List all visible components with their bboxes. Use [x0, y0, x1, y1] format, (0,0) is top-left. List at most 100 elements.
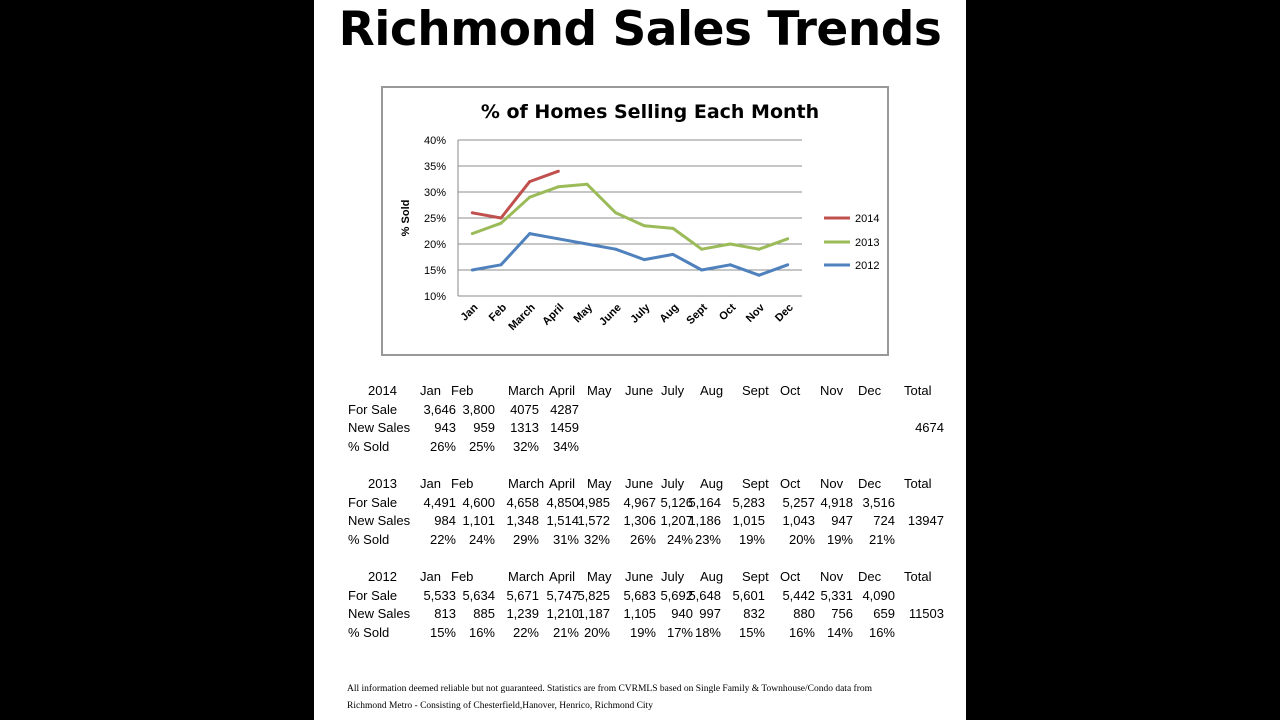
table-cell: 1,207: [660, 513, 693, 529]
footnote-line-1: All information deemed reliable but not …: [347, 684, 872, 694]
table-cell: 885: [473, 606, 495, 622]
table-header-cell: Dec: [858, 569, 882, 584]
table-cell: 19%: [826, 531, 853, 547]
footnote: All information deemed reliable but not …: [347, 681, 947, 715]
table-header-cell: Sept: [742, 569, 769, 584]
y-tick-label: 10%: [424, 291, 446, 303]
data-point-2013: [499, 221, 503, 225]
legend-label-2012: 2012: [855, 260, 879, 272]
data-point-2012: [786, 263, 790, 267]
table-cell: 5,533: [423, 587, 456, 603]
table-cell: 4,850: [546, 494, 579, 510]
table-header-cell: Total: [904, 476, 932, 491]
table-header-cell: Dec: [858, 383, 882, 398]
table-header-cell: Oct: [780, 476, 801, 491]
table-header-cell: June: [625, 476, 654, 491]
y-tick-label: 40%: [424, 135, 446, 147]
table-cell: 1,572: [577, 513, 610, 529]
table-cell: 16%: [868, 624, 895, 640]
table-cell: 19%: [738, 531, 765, 547]
series-line-2012: [472, 232, 789, 277]
table-header-cell: May: [587, 569, 612, 584]
table-cell: 997: [699, 606, 721, 622]
table-row-label: For Sale: [348, 401, 398, 417]
table-cell: 4,918: [820, 494, 853, 510]
table-cell: 1,348: [506, 513, 539, 529]
x-tick-label: May: [571, 301, 595, 325]
data-point-2013: [528, 195, 532, 199]
table-row-label: % Sold: [348, 531, 390, 547]
table-cell: 3,516: [862, 494, 895, 510]
x-tick-label: July: [628, 301, 653, 326]
x-tick-label: Feb: [487, 301, 510, 324]
table-cell: 17%: [666, 624, 693, 640]
series-line-2014: [472, 169, 559, 220]
table-cell: 1313: [510, 420, 539, 436]
table-cell: 23%: [694, 531, 721, 547]
table-cell: 3,646: [423, 401, 456, 417]
table-cell: 756: [831, 606, 853, 622]
table-cell: 1,186: [688, 513, 721, 529]
table-cell: 1,015: [732, 513, 765, 529]
table-header-cell: Aug: [700, 476, 724, 491]
table-header-cell: July: [661, 476, 685, 491]
table-cell: 5,331: [820, 587, 853, 603]
table-cell: 14%: [826, 624, 853, 640]
table-header-cell: Aug: [700, 569, 724, 584]
table-cell: 5,747: [546, 587, 579, 603]
table-cell: 1459: [550, 420, 579, 436]
chart-title: % of Homes Selling Each Month: [481, 101, 819, 123]
table-cell: 1,239: [506, 606, 539, 622]
table-cell: 24%: [468, 531, 495, 547]
table-header-cell: Total: [904, 383, 932, 398]
table-cell: 5,634: [462, 587, 495, 603]
table-header-cell: Sept: [742, 383, 769, 398]
table-cell: 5,601: [732, 587, 765, 603]
table-cell: 4,967: [623, 494, 656, 510]
y-tick-label: 15%: [424, 265, 446, 277]
table-header-cell: April: [549, 569, 576, 584]
table-cell: 4674: [915, 420, 944, 436]
table-cell: 5,257: [782, 494, 815, 510]
table-cell: 1,101: [462, 513, 495, 529]
data-point-2012: [528, 232, 532, 236]
table-cell: 832: [743, 606, 765, 622]
table-header-cell: Feb: [451, 476, 474, 491]
data-point-2012: [728, 263, 732, 267]
table-header-cell: Feb: [451, 569, 474, 584]
table-cell: 18%: [694, 624, 721, 640]
x-tick-label: Dec: [773, 302, 796, 325]
table-header-cell: Total: [904, 569, 932, 584]
data-point-2014: [556, 169, 560, 173]
table-cell: 16%: [468, 624, 495, 640]
table-cell: 984: [434, 513, 456, 529]
table-cell: 1,187: [577, 606, 610, 622]
table-cell: 5,164: [688, 494, 721, 510]
table-header-cell: Jan: [420, 476, 441, 491]
table-year: 2014: [368, 383, 397, 398]
data-point-2012: [585, 242, 589, 246]
table-header-cell: March: [508, 476, 545, 491]
table-header-cell: April: [549, 476, 576, 491]
table-cell: 3,800: [462, 401, 495, 417]
chart-frame: % of Homes Selling Each Month 10% 15% 20% 25…: [381, 86, 889, 356]
table-cell: 813: [434, 606, 456, 622]
table-cell: 15%: [738, 624, 765, 640]
table-cell: 940: [671, 606, 693, 622]
table-cell: 5,283: [732, 494, 765, 510]
data-point-2013: [470, 232, 474, 236]
table-cell: 5,825: [577, 587, 610, 603]
table-cell: 1,514: [546, 513, 579, 529]
table-header-cell: Dec: [858, 476, 882, 491]
data-point-2013: [642, 224, 646, 228]
table-cell: 1,043: [782, 513, 815, 529]
table-row-label: New Sales: [348, 606, 411, 622]
x-tick-label: Oct: [717, 301, 739, 323]
table-cell: 20%: [583, 624, 610, 640]
table-cell: 22%: [512, 624, 539, 640]
table-header-cell: Nov: [820, 569, 844, 584]
table-header-cell: May: [587, 383, 612, 398]
table-header-cell: Oct: [780, 569, 801, 584]
table-header-cell: June: [625, 569, 654, 584]
data-point-2012: [499, 263, 503, 267]
